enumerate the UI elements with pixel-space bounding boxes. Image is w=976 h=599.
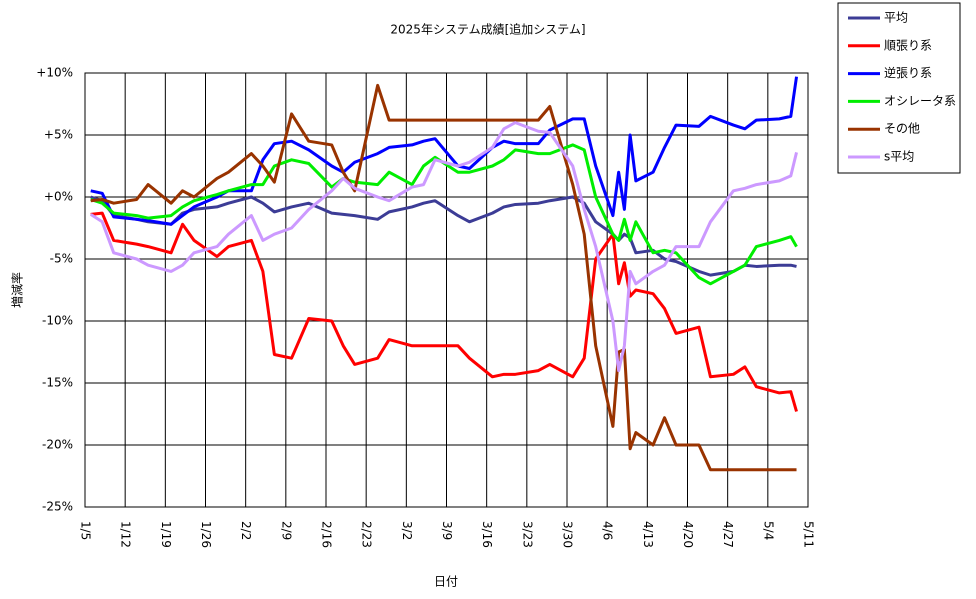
chart-title: 2025年システム成績[追加システム] — [390, 22, 585, 37]
x-tick-label: 3/30 — [561, 521, 575, 548]
x-tick-label: 5/11 — [802, 521, 816, 548]
y-tick-label: -20% — [42, 438, 73, 452]
y-axis-label: 増減率 — [10, 272, 25, 308]
series-line — [90, 76, 799, 226]
legend-label: s平均 — [884, 150, 914, 164]
x-tick-label: 4/13 — [641, 521, 655, 548]
x-tick-label: 4/20 — [681, 521, 695, 548]
series-line — [89, 121, 798, 373]
legend-box — [837, 2, 961, 174]
x-tick-label: 2/2 — [239, 521, 253, 540]
x-tick-label: 3/23 — [520, 521, 534, 548]
legend-label: 順張り系 — [884, 38, 932, 52]
x-tick-label: 2/9 — [279, 521, 293, 540]
x-tick-label: 4/27 — [721, 521, 735, 548]
legend-label: その他 — [884, 122, 920, 136]
legend-label: 平均 — [884, 11, 908, 25]
y-tick-label: +5% — [44, 128, 73, 142]
series-line — [90, 211, 798, 412]
x-tick-label: 1/19 — [159, 521, 173, 548]
y-tick-label: -5% — [50, 252, 73, 266]
y-tick-label: -15% — [42, 376, 73, 390]
x-tick-label: 1/12 — [119, 521, 133, 548]
series-line — [90, 195, 797, 277]
y-tick-label: -25% — [42, 500, 73, 514]
y-tick-label: +0% — [44, 190, 73, 204]
legend-label: 逆張り系 — [884, 65, 932, 80]
x-tick-label: 3/2 — [400, 521, 414, 540]
series-line — [90, 83, 797, 472]
y-tick-label: +10% — [36, 66, 73, 80]
y-tick-label: -10% — [42, 314, 73, 328]
x-tick-label: 1/26 — [199, 521, 213, 548]
x-tick-label: 2/23 — [360, 521, 374, 548]
legend-label: オシレータ系 — [884, 94, 956, 108]
x-tick-label: 2/16 — [320, 521, 334, 548]
x-tick-label: 3/16 — [480, 521, 494, 548]
x-axis-label: 日付 — [434, 575, 458, 589]
x-tick-label: 3/9 — [440, 521, 454, 540]
x-tick-label: 5/4 — [761, 521, 775, 540]
x-tick-label: 1/5 — [79, 521, 93, 540]
series-line — [90, 143, 798, 286]
x-tick-label: 4/6 — [601, 521, 615, 540]
